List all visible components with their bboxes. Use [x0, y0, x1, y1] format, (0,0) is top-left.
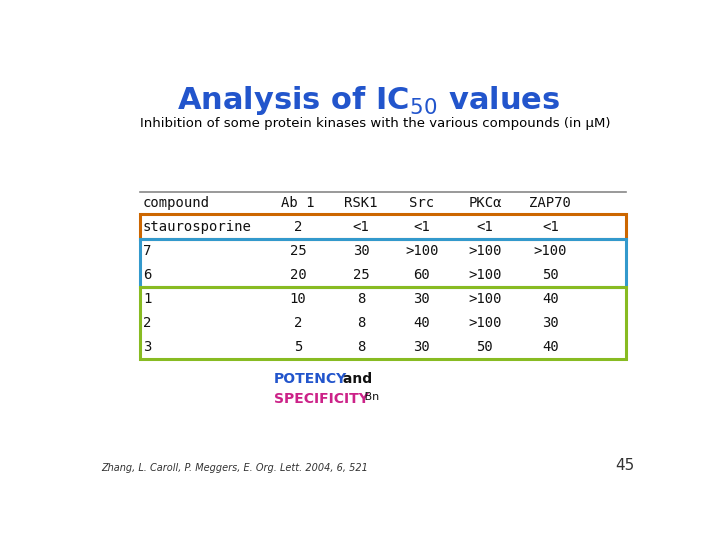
Text: 50: 50: [477, 340, 493, 354]
Text: 1: 1: [143, 292, 151, 306]
Text: 50: 50: [542, 268, 559, 282]
Text: <1: <1: [413, 220, 430, 233]
Text: Ab 1: Ab 1: [282, 196, 315, 210]
Text: 6: 6: [143, 268, 151, 282]
Text: >100: >100: [468, 292, 502, 306]
Text: <1: <1: [353, 220, 369, 233]
Text: 25: 25: [289, 244, 307, 258]
Text: <1: <1: [542, 220, 559, 233]
Text: 8: 8: [357, 316, 365, 330]
Text: >100: >100: [405, 244, 438, 258]
Text: 25: 25: [353, 268, 369, 282]
Text: >100: >100: [468, 268, 502, 282]
Text: 5: 5: [294, 340, 302, 354]
Text: ZAP70: ZAP70: [529, 196, 572, 210]
Text: >100: >100: [468, 244, 502, 258]
Text: 30: 30: [353, 244, 369, 258]
Text: >100: >100: [468, 316, 502, 330]
Text: 45: 45: [615, 458, 634, 473]
Text: RSK1: RSK1: [344, 196, 378, 210]
Text: PKCα: PKCα: [468, 196, 502, 210]
Text: 2: 2: [294, 316, 302, 330]
Text: 2: 2: [294, 220, 302, 233]
Text: 8: 8: [357, 340, 365, 354]
Text: Src: Src: [409, 196, 434, 210]
Text: Bn: Bn: [361, 392, 379, 402]
Text: 20: 20: [289, 268, 307, 282]
Text: staurosporine: staurosporine: [143, 220, 252, 233]
Text: SPECIFICITY: SPECIFICITY: [274, 392, 369, 406]
Text: 40: 40: [542, 292, 559, 306]
Text: 30: 30: [542, 316, 559, 330]
Text: 60: 60: [413, 268, 430, 282]
Text: 30: 30: [413, 340, 430, 354]
Text: 40: 40: [413, 316, 430, 330]
Text: 40: 40: [542, 340, 559, 354]
Text: 10: 10: [289, 292, 307, 306]
Text: 3: 3: [143, 340, 151, 354]
Text: Inhibition of some protein kinases with the various compounds (in μM): Inhibition of some protein kinases with …: [140, 117, 611, 130]
Text: compound: compound: [143, 196, 210, 210]
Text: 30: 30: [413, 292, 430, 306]
Text: Zhang, L. Caroll, P. Meggers, E. Org. Lett. 2004, 6, 521: Zhang, L. Caroll, P. Meggers, E. Org. Le…: [101, 463, 368, 473]
Text: 7: 7: [143, 244, 151, 258]
Text: and: and: [338, 372, 372, 386]
Text: POTENCY: POTENCY: [274, 372, 347, 386]
Text: >100: >100: [534, 244, 567, 258]
Text: <1: <1: [477, 220, 493, 233]
Text: 2: 2: [143, 316, 151, 330]
Text: 8: 8: [357, 292, 365, 306]
Text: Analysis of IC$_{50}$ values: Analysis of IC$_{50}$ values: [177, 84, 561, 117]
